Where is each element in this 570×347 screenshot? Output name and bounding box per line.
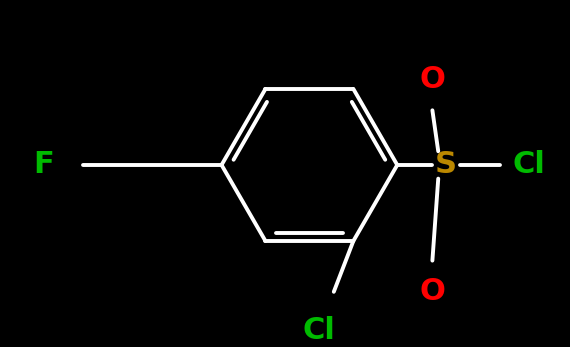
Text: Cl: Cl xyxy=(303,316,336,345)
Text: Cl: Cl xyxy=(512,151,545,179)
Text: F: F xyxy=(34,151,54,179)
Text: S: S xyxy=(435,151,457,179)
Text: O: O xyxy=(420,277,445,306)
Text: O: O xyxy=(420,65,445,94)
